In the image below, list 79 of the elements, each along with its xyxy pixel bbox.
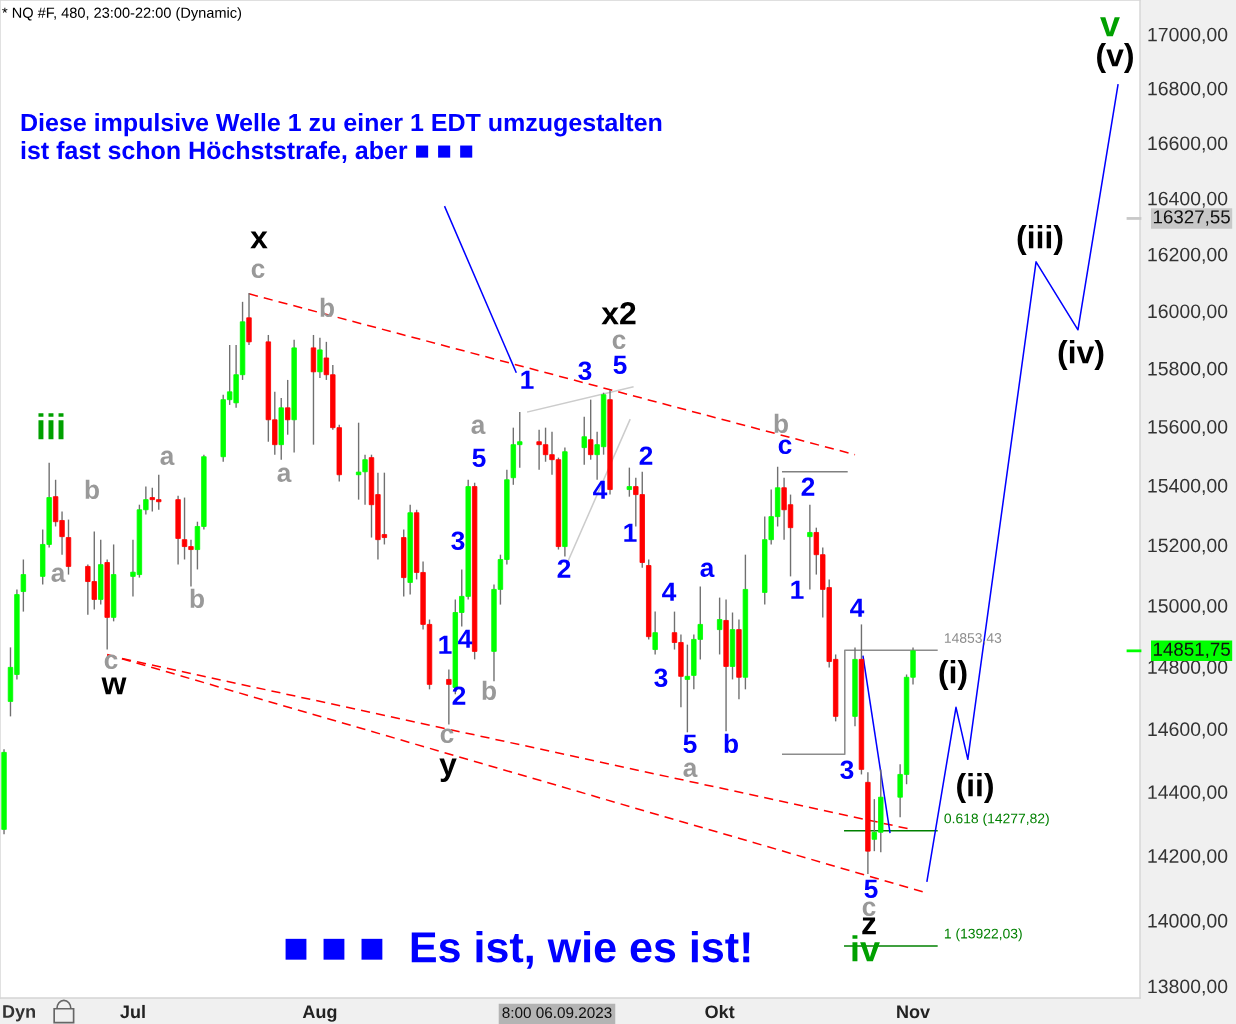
annotation: 3 — [840, 760, 854, 780]
annotation: a — [160, 450, 175, 466]
text: 8:00 06.09.2023 — [502, 1007, 612, 1019]
ref-line-label: 14851,75 — [1153, 642, 1230, 659]
annotation: 2 — [557, 559, 571, 578]
annotation: 1 — [791, 580, 804, 599]
annotation: 1 — [521, 370, 534, 389]
y-tick-label: 16600,00 — [1148, 136, 1228, 153]
annotation: b — [190, 588, 204, 609]
annotation: 5 — [683, 734, 697, 754]
y-tick-label: 15200,00 — [1148, 538, 1228, 555]
series-label: 0.618 (14277,82) — [944, 813, 1049, 827]
annotation: a — [277, 467, 292, 483]
text: Dyn — [3, 1005, 35, 1022]
y-tick-label: 15000,00 — [1148, 598, 1228, 616]
annotation: 1 — [439, 635, 452, 654]
annotation: (i) — [939, 660, 967, 690]
annotation: c — [440, 728, 454, 744]
annotation: Diese impulsive Welle 1 zu einer 1 EDT umzugestalten ist fast schon Höchststrafe, aber ■ ■ ■ — [21, 113, 662, 163]
annotation: 1 — [624, 523, 637, 542]
y-tick-label: 15800,00 — [1148, 361, 1228, 378]
y-tick-label: 14400,00 — [1148, 785, 1228, 802]
annotation: a — [700, 562, 715, 578]
annotation: 5 — [864, 879, 878, 899]
annotation: c — [612, 334, 626, 350]
y-tick-label: 16200,00 — [1148, 247, 1228, 264]
annotation: c — [862, 901, 876, 917]
annotation: a — [683, 762, 698, 778]
annotation: (v) — [1097, 43, 1133, 73]
annotation: 4 — [593, 480, 608, 499]
annotation: 4 — [662, 582, 677, 601]
annotation: b — [320, 297, 334, 318]
annotation: b — [774, 413, 788, 434]
ref-line-label: 16327,55 — [1153, 210, 1230, 226]
annotation: 5 — [472, 448, 486, 468]
annotation: z — [862, 917, 876, 935]
y-tick-label: 14000,00 — [1148, 913, 1228, 930]
x-tick-label: Okt — [705, 1004, 735, 1019]
annotation: ■ ■ ■ Es ist, wie es ist! — [285, 930, 750, 969]
annotation: w — [101, 677, 127, 695]
y-tick-label: 15600,00 — [1148, 419, 1228, 437]
annotation: c — [778, 439, 792, 455]
series-label: 1 (13922,03) — [944, 928, 1022, 942]
x-tick-label: Aug — [302, 1005, 337, 1022]
annotation: 2 — [639, 446, 653, 465]
annotation: b — [482, 680, 496, 701]
y-tick-label: 17000,00 — [1148, 27, 1228, 44]
y-tick-label: 15400,00 — [1148, 478, 1228, 495]
annotation: 3 — [654, 668, 668, 688]
y-tick-label: 14200,00 — [1148, 849, 1228, 866]
annotation: c — [104, 654, 118, 670]
annotation: 4 — [850, 598, 865, 617]
y-tick-label: 14800,00 — [1148, 660, 1228, 677]
annotation: v — [1100, 17, 1120, 37]
annotation: y — [439, 758, 457, 782]
annotation: x2 — [601, 301, 636, 325]
annotation: a — [471, 419, 486, 435]
annotation: x — [250, 231, 268, 249]
annotation: b — [724, 733, 738, 754]
annotation: (iv) — [1058, 340, 1104, 370]
annotation: iii — [38, 413, 64, 440]
annotation: 2 — [801, 477, 815, 496]
annotation: (ii) — [957, 773, 993, 803]
annotation: 5 — [613, 355, 627, 375]
y-tick-label: 16800,00 — [1148, 81, 1228, 98]
y-tick-label: 16000,00 — [1148, 304, 1228, 321]
annotation: b — [85, 479, 99, 500]
y-tick-label: 14600,00 — [1148, 722, 1228, 739]
annotation: a — [51, 567, 66, 583]
annotation: c — [251, 263, 265, 279]
annotation: 3 — [451, 531, 465, 551]
annotation: 2 — [452, 686, 466, 705]
x-tick-label: Nov — [897, 1005, 930, 1019]
annotation: (iii) — [1017, 225, 1063, 255]
chart-title: * NQ #F, 480, 23:00-22:00 (Dynamic) — [2, 7, 242, 21]
annotation: 3 — [578, 361, 592, 381]
x-tick-label: Jul — [120, 1004, 145, 1019]
y-tick-label: 16400,00 — [1148, 191, 1228, 208]
y-tick-label: 13800,00 — [1148, 979, 1228, 996]
